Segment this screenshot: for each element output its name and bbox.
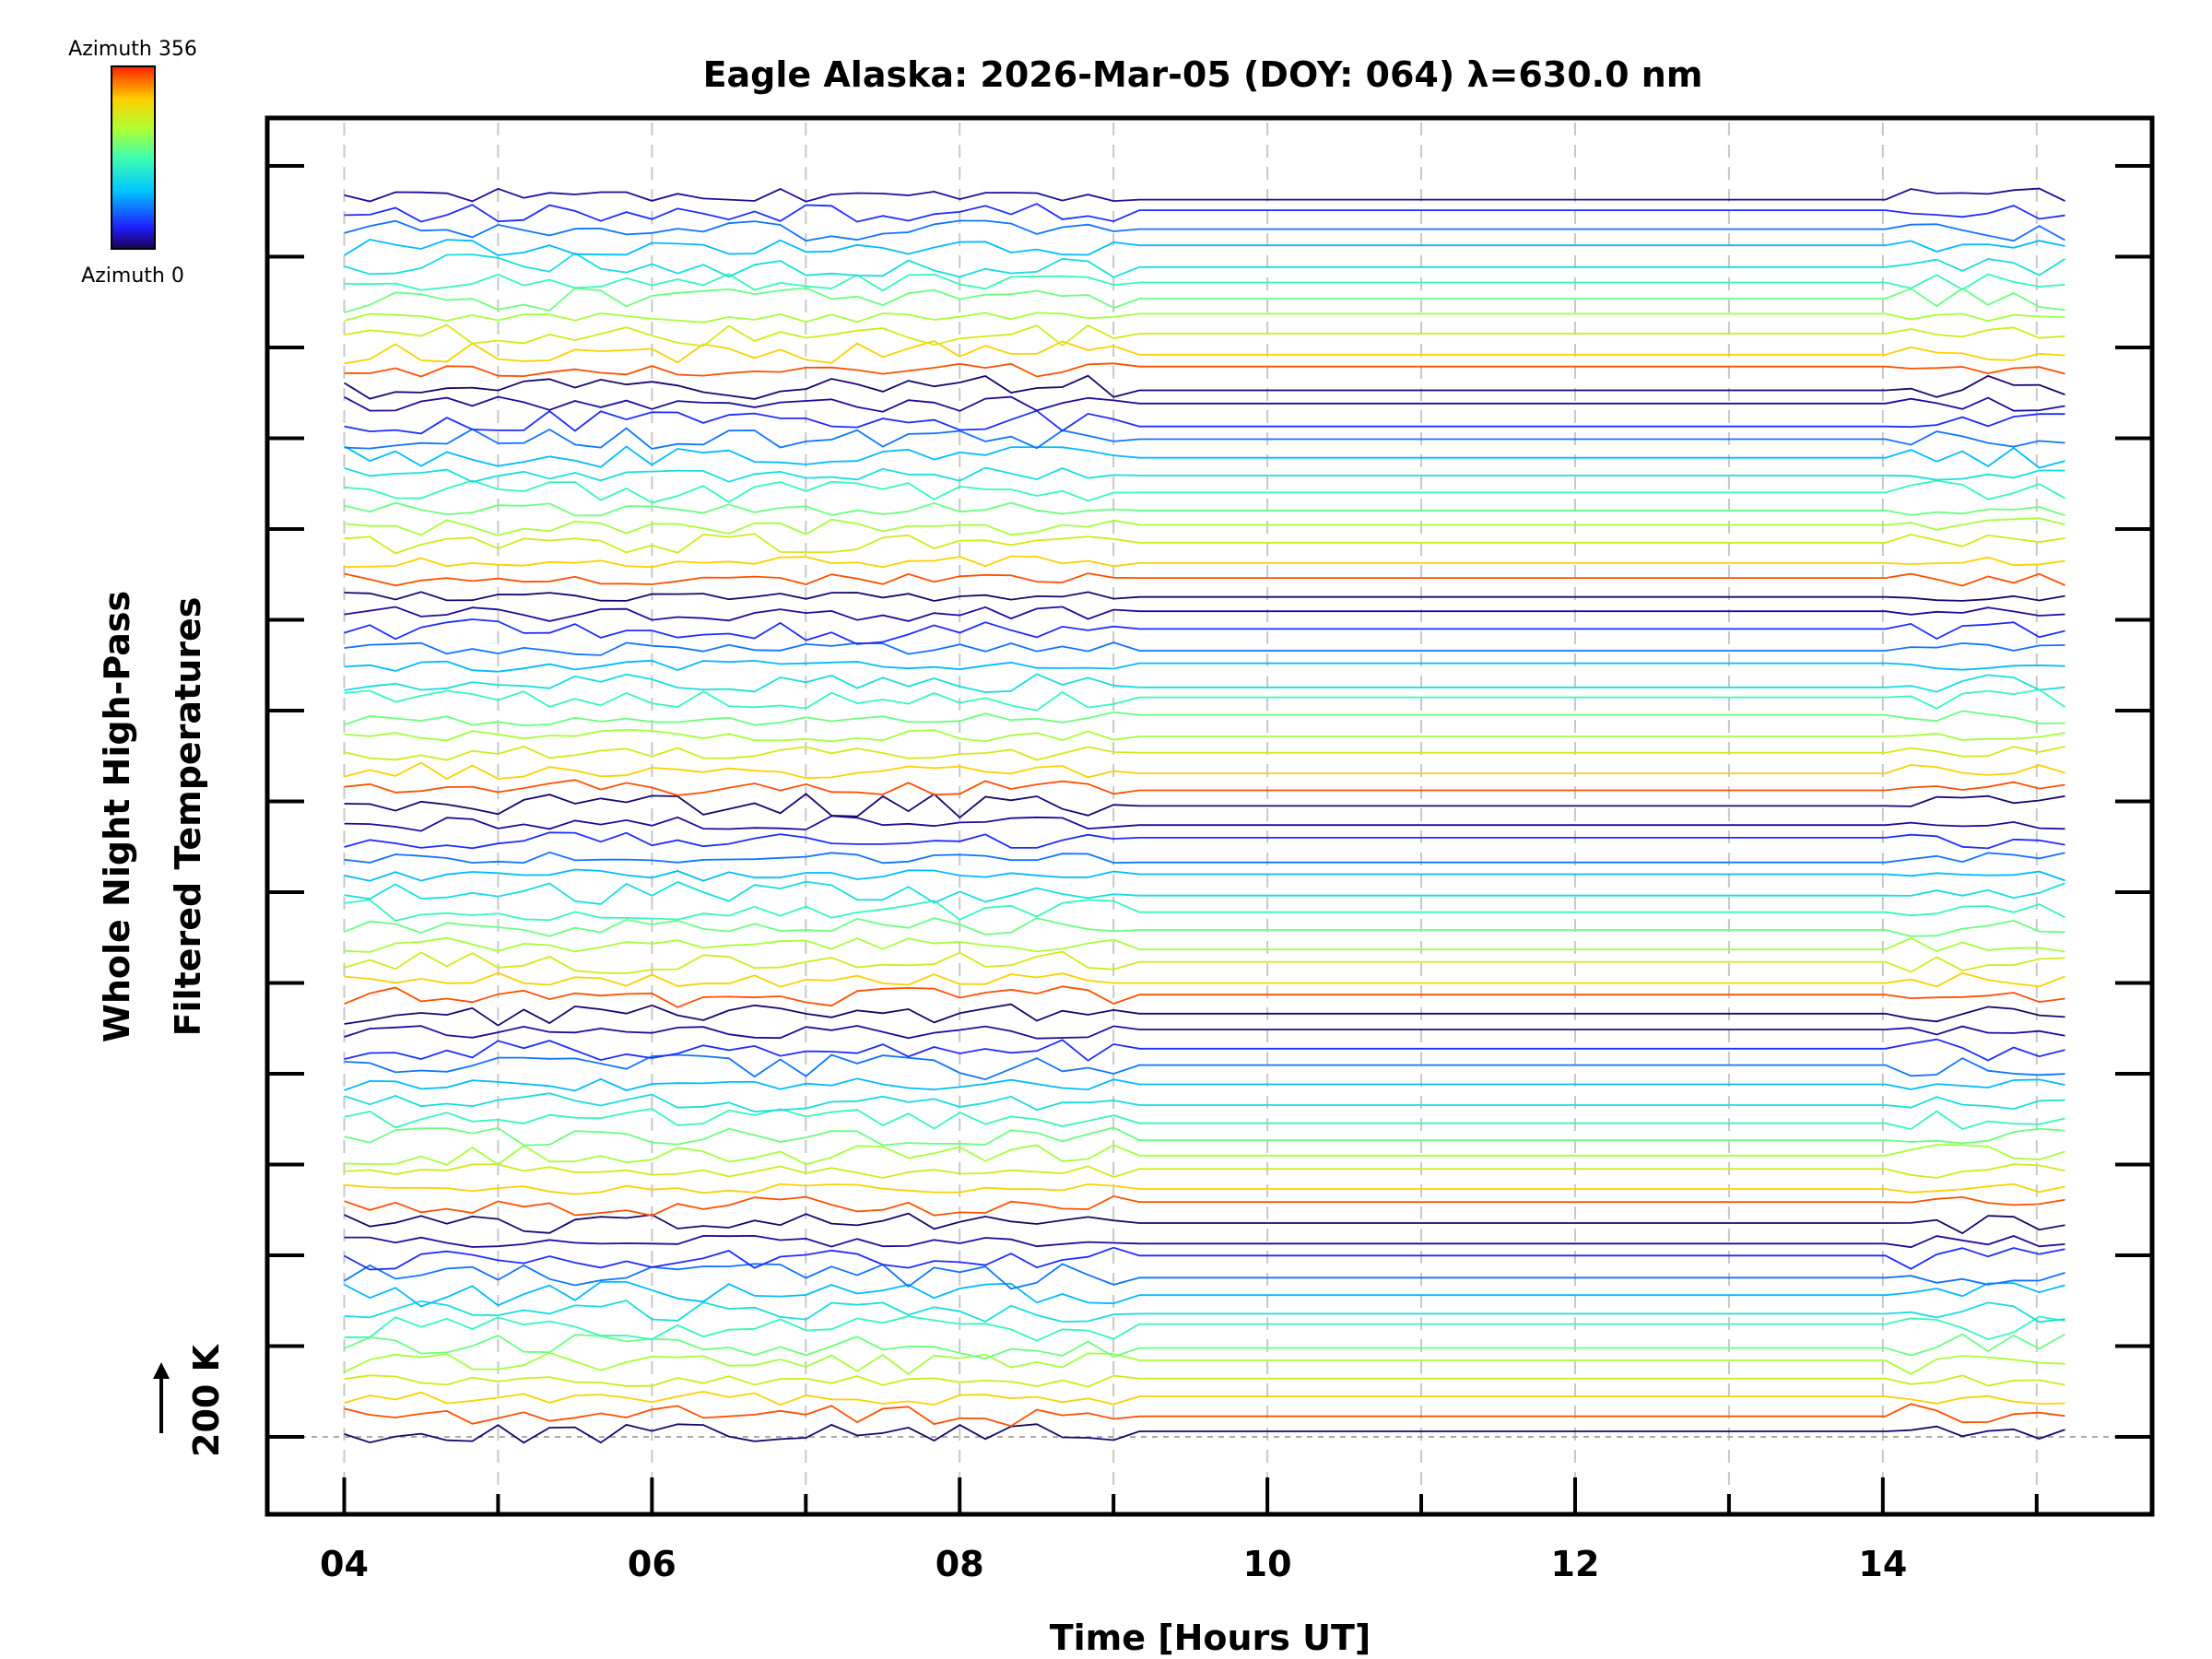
series-line-16 bbox=[344, 1144, 2065, 1166]
series-line-44 bbox=[344, 659, 2065, 673]
series-line-71 bbox=[344, 187, 2065, 203]
series-line-49 bbox=[344, 572, 2065, 587]
series-line-7 bbox=[344, 1300, 2065, 1324]
series-line-31 bbox=[344, 880, 2065, 905]
series-line-52 bbox=[344, 517, 2065, 536]
series-lines bbox=[344, 187, 2066, 1444]
series-line-50 bbox=[344, 555, 2065, 569]
series-line-37 bbox=[344, 779, 2065, 796]
series-line-55 bbox=[344, 466, 2065, 483]
colorbar: Azimuth 356 Azimuth 0 bbox=[68, 38, 197, 288]
series-line-1 bbox=[344, 1403, 2065, 1428]
series-line-69 bbox=[344, 219, 2065, 242]
scale-indicator: 200 K bbox=[153, 1343, 227, 1457]
y-ticks bbox=[267, 164, 2152, 1439]
series-line-51 bbox=[344, 533, 2065, 555]
series-line-19 bbox=[344, 1092, 2065, 1113]
series-line-42 bbox=[344, 688, 2066, 712]
series-line-30 bbox=[344, 899, 2065, 922]
x-tick-label-14: 14 bbox=[1858, 1544, 1907, 1584]
series-line-28 bbox=[344, 936, 2065, 953]
series-line-2 bbox=[344, 1390, 2065, 1406]
series-line-22 bbox=[344, 1038, 2065, 1062]
series-line-17 bbox=[344, 1126, 2065, 1147]
colorbar-bottom-label: Azimuth 0 bbox=[81, 265, 184, 288]
series-line-3 bbox=[344, 1374, 2065, 1388]
series-line-20 bbox=[344, 1077, 2065, 1092]
series-line-65 bbox=[344, 287, 2065, 313]
colorbar-gradient bbox=[111, 65, 156, 250]
series-line-68 bbox=[344, 238, 2065, 256]
y-axis-title-line2: Filtered Temperatures bbox=[168, 597, 208, 1037]
series-line-9 bbox=[344, 1263, 2065, 1290]
series-line-45 bbox=[344, 641, 2065, 656]
series-line-64 bbox=[344, 312, 2065, 324]
series-line-56 bbox=[344, 445, 2065, 469]
series-line-13 bbox=[344, 1194, 2065, 1217]
x-tick-label-04: 04 bbox=[320, 1544, 369, 1584]
series-line-47 bbox=[344, 606, 2065, 622]
x-ticks: 04 06 08 10 12 14 bbox=[320, 1477, 2039, 1584]
series-line-11 bbox=[344, 1234, 2065, 1249]
series-line-41 bbox=[344, 710, 2065, 727]
series-line-34 bbox=[344, 831, 2065, 850]
x-tick-label-08: 08 bbox=[935, 1544, 984, 1584]
series-line-61 bbox=[344, 362, 2065, 378]
series-line-43 bbox=[344, 673, 2065, 693]
series-line-53 bbox=[344, 501, 2065, 517]
series-line-14 bbox=[344, 1182, 2065, 1195]
series-line-29 bbox=[344, 917, 2065, 937]
series-line-8 bbox=[344, 1280, 2065, 1308]
series-line-5 bbox=[344, 1333, 2065, 1359]
series-line-36 bbox=[344, 793, 2065, 819]
series-line-58 bbox=[344, 409, 2065, 435]
series-line-23 bbox=[344, 1025, 2065, 1040]
scale-label: 200 K bbox=[186, 1343, 227, 1457]
x-tick-label-10: 10 bbox=[1243, 1544, 1292, 1584]
series-line-70 bbox=[344, 203, 2065, 223]
x-tick-label-12: 12 bbox=[1551, 1544, 1600, 1584]
series-line-60 bbox=[344, 374, 2065, 400]
series-line-59 bbox=[344, 395, 2065, 413]
series-line-66 bbox=[344, 273, 2065, 292]
chart-title: Eagle Alaska: 2026-Mar-05 (DOY: 064) λ=6… bbox=[703, 54, 1703, 95]
series-line-57 bbox=[344, 427, 2065, 450]
series-line-25 bbox=[344, 985, 2065, 1008]
scale-arrow-head-icon bbox=[153, 1362, 170, 1379]
series-line-46 bbox=[344, 618, 2065, 645]
series-line-15 bbox=[344, 1163, 2065, 1179]
series-line-39 bbox=[344, 746, 2065, 761]
colorbar-top-label: Azimuth 356 bbox=[68, 38, 197, 61]
x-gridlines bbox=[343, 123, 2038, 1510]
series-line-24 bbox=[344, 1003, 2065, 1027]
series-line-62 bbox=[344, 340, 2065, 365]
series-line-18 bbox=[344, 1108, 2065, 1131]
series-line-4 bbox=[344, 1351, 2065, 1376]
series-line-40 bbox=[344, 728, 2065, 743]
series-line-63 bbox=[344, 324, 2065, 347]
series-line-33 bbox=[344, 851, 2065, 865]
series-line-26 bbox=[344, 971, 2065, 988]
series-line-32 bbox=[344, 868, 2065, 882]
series-line-6 bbox=[344, 1315, 2065, 1342]
y-axis-title-line1: Whole Night High-Pass bbox=[97, 591, 137, 1042]
series-line-27 bbox=[344, 950, 2065, 975]
plot-frame bbox=[265, 115, 2155, 1517]
series-line-0 bbox=[344, 1423, 2065, 1444]
series-line-10 bbox=[344, 1246, 2065, 1271]
x-tick-label-06: 06 bbox=[628, 1544, 677, 1584]
series-line-67 bbox=[344, 252, 2065, 278]
series-line-38 bbox=[344, 761, 2065, 781]
series-line-48 bbox=[344, 591, 2065, 602]
series-line-21 bbox=[344, 1053, 2065, 1081]
x-axis-title: Time [Hours UT] bbox=[1050, 1618, 1371, 1658]
series-line-12 bbox=[344, 1212, 2065, 1235]
series-line-35 bbox=[344, 815, 2065, 832]
series-line-54 bbox=[344, 479, 2065, 504]
